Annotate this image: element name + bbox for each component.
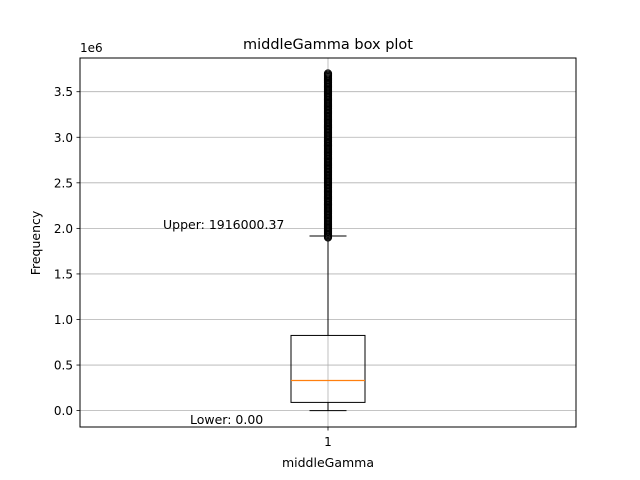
y-tick-label: 3.5 [54, 85, 73, 99]
y-tick-label: 3.0 [54, 131, 73, 145]
x-axis: 1 [324, 427, 332, 449]
outlier-point [323, 69, 333, 78]
y-tick-label: 0.5 [54, 359, 73, 373]
y-tick-label: 0.0 [54, 404, 73, 418]
plot-marks [290, 69, 366, 412]
chart-title: middleGamma box plot [243, 37, 413, 53]
x-axis-label: middleGamma [282, 455, 374, 470]
y-tick-label: 2.5 [54, 176, 73, 190]
y-offset-label: 1e6 [80, 41, 103, 55]
iqr-box [290, 334, 366, 403]
y-tick-label: 1.5 [54, 267, 73, 281]
y-axis: 0.0 0.5 1.0 1.5 2.0 2.5 3.0 3.5 [54, 85, 80, 418]
x-tick-label: 1 [324, 435, 332, 449]
upper-annotation: Upper: 1916000.37 [163, 217, 284, 232]
lower-annotation: Lower: 0.00 [190, 412, 263, 427]
y-tick-label: 2.0 [54, 222, 73, 236]
y-tick-label: 1.0 [54, 313, 73, 327]
annotations: Upper: 1916000.37 Lower: 0.00 [163, 217, 284, 427]
y-axis-label: Frequency [28, 210, 43, 275]
outlier-points [323, 69, 333, 242]
